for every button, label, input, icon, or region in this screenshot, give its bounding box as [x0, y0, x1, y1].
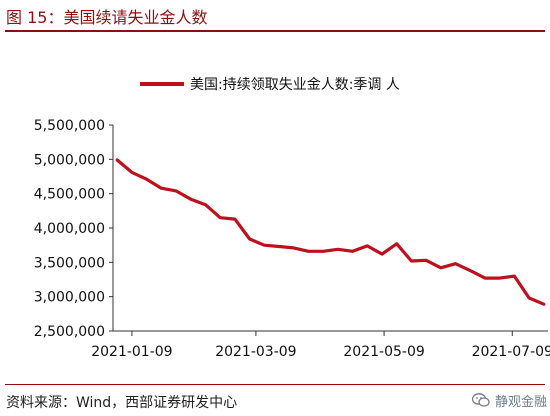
y-tick-label: 5,000,000 [34, 152, 105, 168]
source-note: 资料来源：Wind，西部证券研发中心 [6, 395, 238, 411]
legend-label: 美国:持续领取失业金人数:季调 人 [190, 77, 400, 93]
legend-swatch [140, 82, 184, 86]
y-tick-label: 3,000,000 [34, 290, 105, 306]
y-tick-label: 4,500,000 [34, 187, 105, 203]
footer-rule [5, 384, 545, 385]
x-tick-label: 2021-03-09 [215, 344, 296, 360]
x-tick-label: 2021-01-09 [91, 344, 172, 360]
x-tick-label: 2021-05-09 [343, 344, 424, 360]
wechat-icon [472, 392, 490, 407]
figure-title: 图 15：美国续请失业金人数 [6, 8, 208, 27]
x-tick-label: 2021-07-09 [472, 344, 550, 360]
y-tick-label: 2,500,000 [34, 324, 105, 340]
chart-legend: 美国:持续领取失业金人数:季调 人 [140, 74, 400, 94]
y-tick-label: 3,500,000 [34, 255, 105, 271]
watermark-text: 静观金融 [495, 394, 548, 410]
y-tick-label: 5,500,000 [34, 118, 105, 134]
series-line [115, 158, 546, 306]
title-rule [5, 30, 545, 32]
y-tick-label: 4,000,000 [34, 221, 105, 237]
watermark: 静观金融 [472, 384, 550, 416]
